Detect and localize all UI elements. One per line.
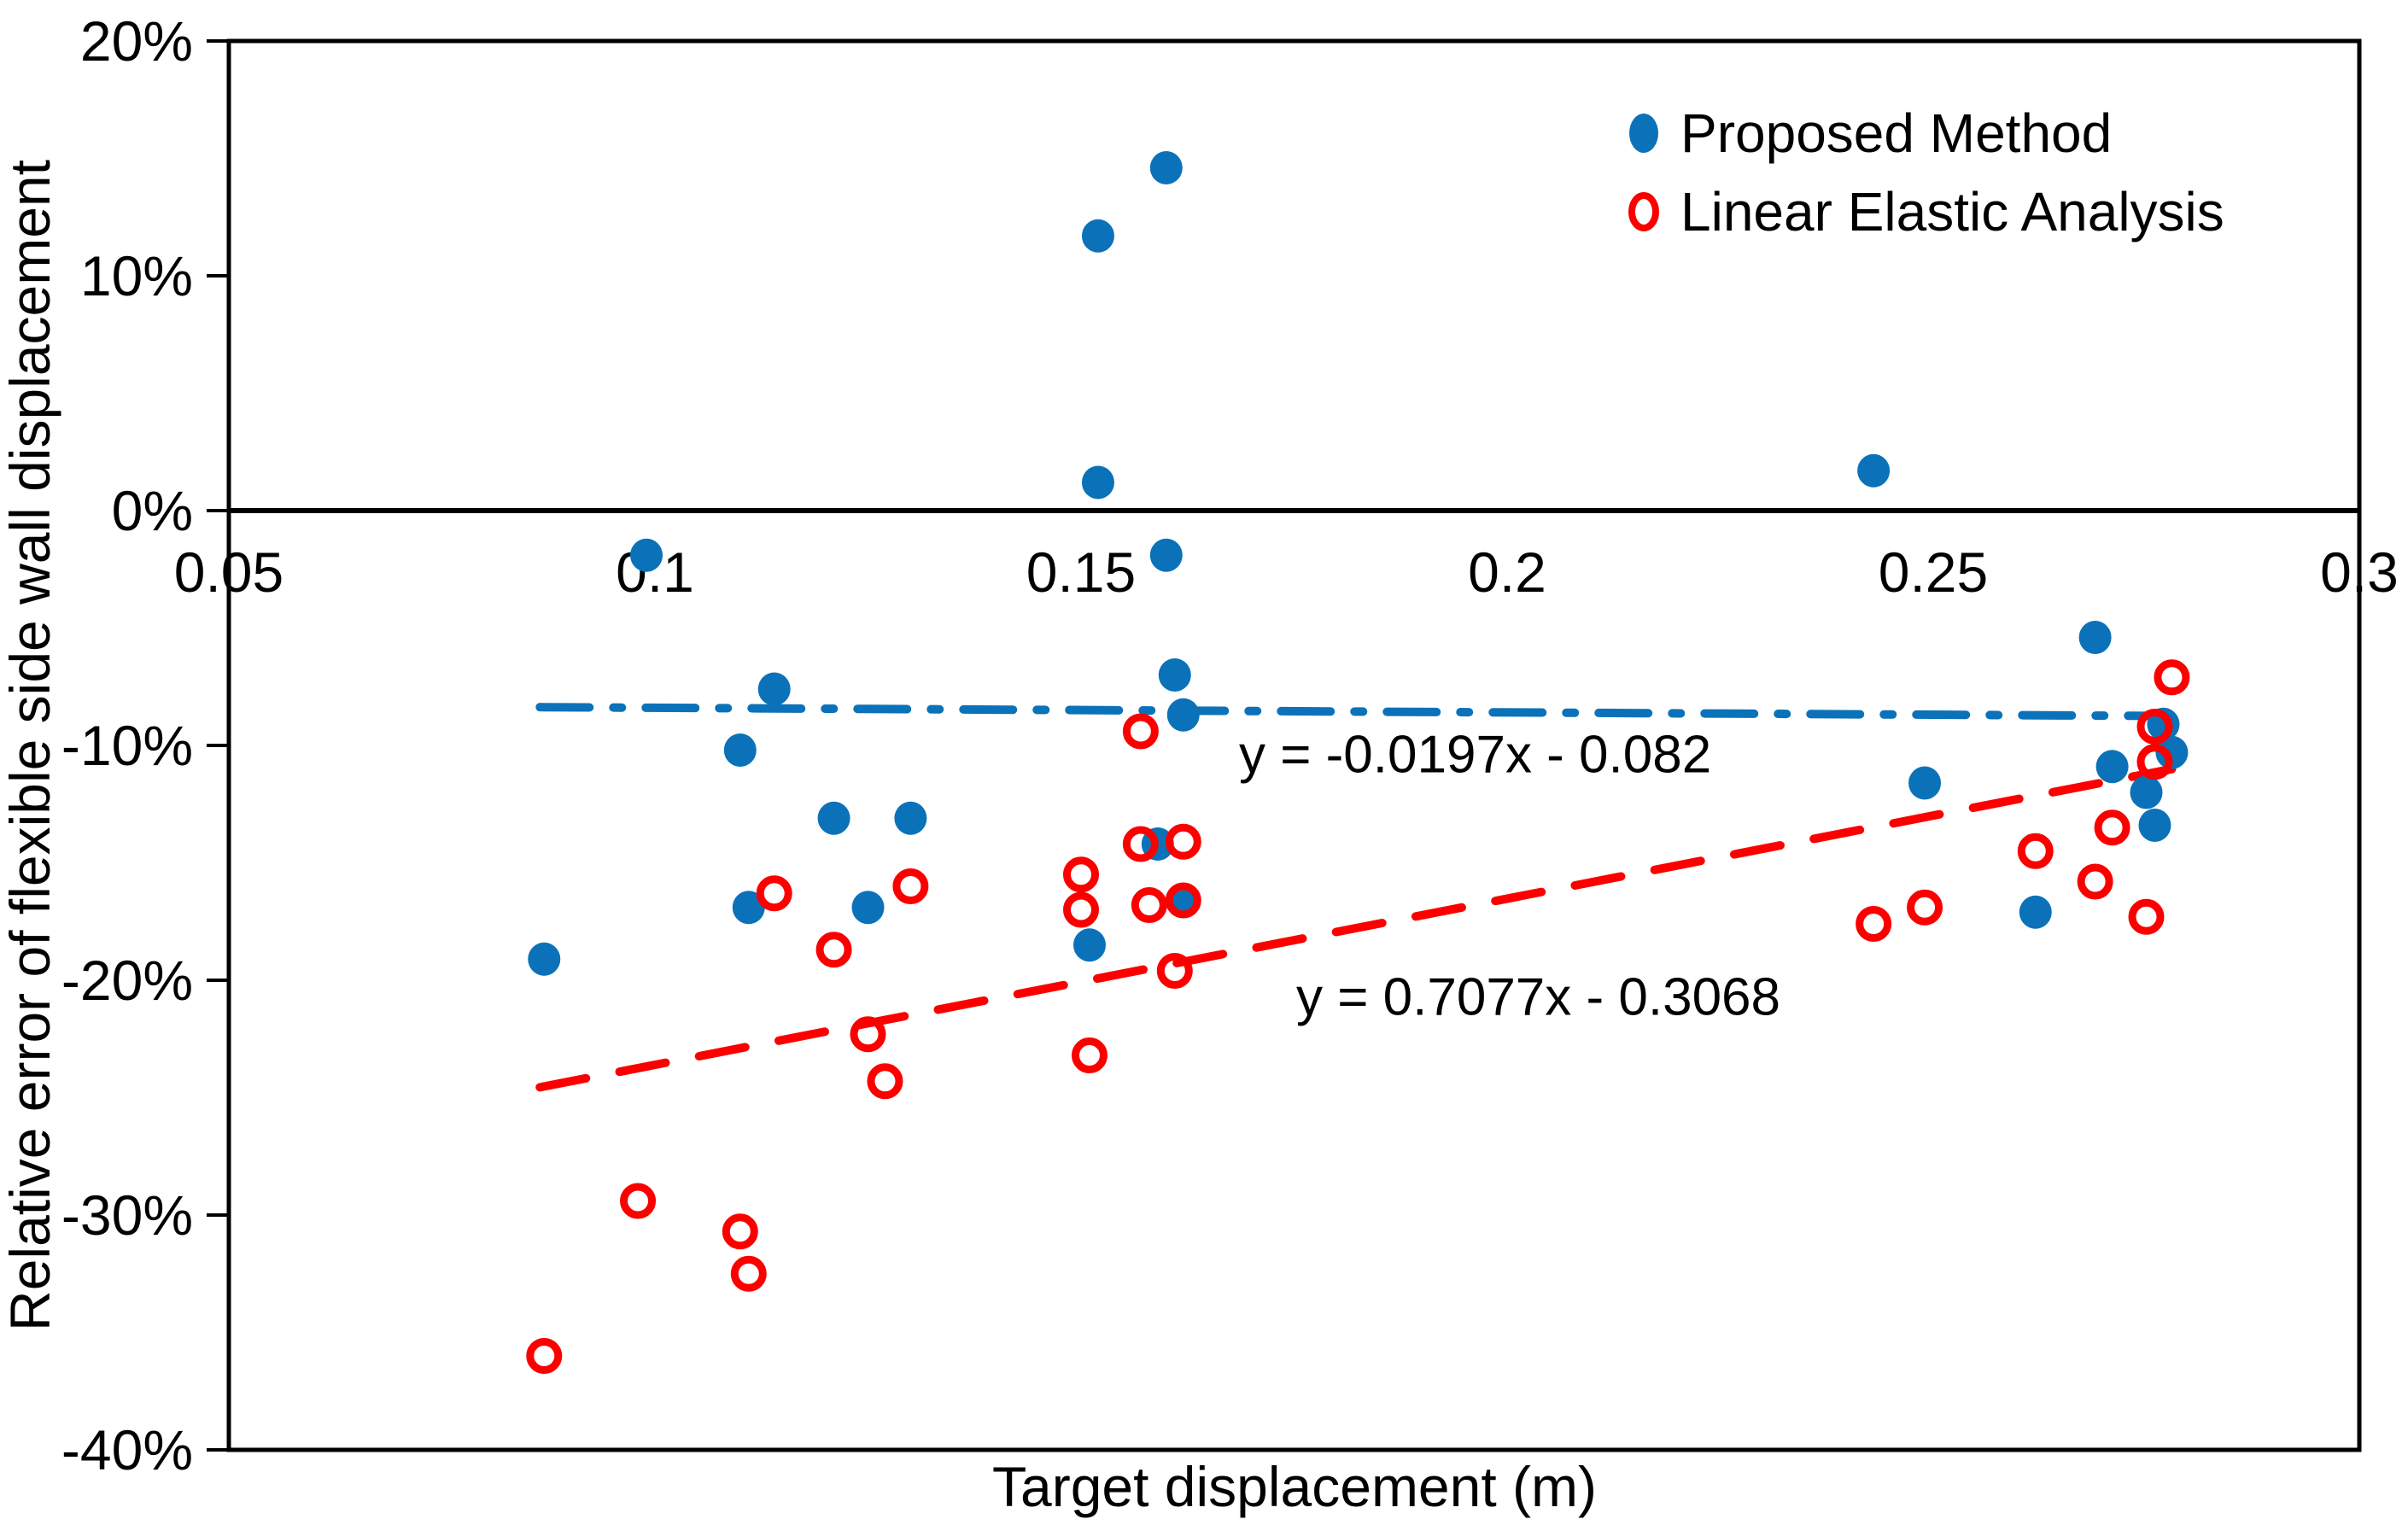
data-point-linear-elastic-analysis [892, 868, 929, 904]
data-point-linear-elastic-analysis [1131, 887, 1167, 923]
legend-item-label: Proposed Method [1680, 102, 2112, 164]
x-tick-label: 0.15 [1026, 540, 1136, 604]
trendline-equation: y = -0.0197x - 0.082 [1239, 726, 1711, 785]
trendline-proposed-method [535, 703, 2172, 721]
y-axis-title: Relative error of flexible side wall dis… [0, 160, 61, 1331]
data-point-linear-elastic-analysis [730, 1255, 767, 1292]
legend-item: Linear Elastic Analysis [1628, 181, 2224, 242]
data-point-proposed-method [1857, 453, 1891, 488]
legend-item-label: Linear Elastic Analysis [1680, 181, 2224, 242]
trendline-equation: y = 0.7077x - 0.3068 [1296, 968, 1780, 1027]
data-point-proposed-method [1149, 151, 1183, 184]
data-point-proposed-method [2078, 621, 2112, 654]
data-point-proposed-method [1158, 658, 1191, 692]
data-point-linear-elastic-analysis [815, 932, 852, 968]
data-point-proposed-method [1908, 766, 1942, 800]
data-point-proposed-method [1081, 219, 1114, 253]
legend: Proposed Method Linear Elastic Analysis [1628, 102, 2224, 242]
data-point-proposed-method [851, 891, 885, 925]
data-point-linear-elastic-analysis [1071, 1037, 1108, 1073]
data-point-linear-elastic-analysis [722, 1213, 758, 1250]
data-point-linear-elastic-analysis [2077, 863, 2113, 900]
data-point-linear-elastic-analysis [620, 1183, 657, 1219]
data-point-linear-elastic-analysis [1165, 823, 1201, 860]
x-tick-label: 0.05 [174, 540, 283, 604]
data-point-linear-elastic-analysis [526, 1338, 563, 1374]
y-tick-label: -30% [61, 1183, 193, 1247]
legend-filled-circle-icon [1629, 114, 1658, 153]
data-point-proposed-method [2095, 750, 2129, 784]
data-point-linear-elastic-analysis [756, 875, 792, 912]
y-tick-label: 20% [80, 9, 193, 73]
x-tick-label: 0.2 [1468, 540, 1546, 604]
data-point-proposed-method [1166, 698, 1200, 732]
data-point-linear-elastic-analysis [2094, 809, 2130, 846]
legend-item: Proposed Method [1629, 102, 2112, 164]
data-point-proposed-method [723, 733, 757, 767]
data-point-linear-elastic-analysis [2136, 709, 2173, 745]
y-tick-label: 0% [112, 479, 193, 542]
data-point-proposed-method [2138, 809, 2171, 842]
data-point-proposed-method [1072, 928, 1106, 962]
x-axis-title: Target displacement (m) [992, 1455, 1597, 1518]
data-point-proposed-method [1081, 465, 1114, 500]
data-point-proposed-method [2155, 735, 2189, 769]
y-tick-label: 10% [80, 244, 193, 307]
data-point-proposed-method [817, 801, 850, 835]
x-tick-label: 0.3 [2320, 540, 2399, 604]
legend-open-circle-icon [1628, 192, 1659, 231]
data-point-linear-elastic-analysis [2017, 833, 2054, 869]
data-point-linear-elastic-analysis [2128, 898, 2165, 935]
data-point-proposed-method [894, 801, 927, 835]
data-point-linear-elastic-analysis [2136, 744, 2173, 780]
data-point-proposed-method [1149, 538, 1183, 572]
y-tick-label: -10% [61, 714, 193, 777]
data-point-linear-elastic-analysis [850, 1016, 886, 1053]
data-point-linear-elastic-analysis [2154, 659, 2190, 696]
data-point-linear-elastic-analysis [1156, 953, 1193, 989]
chart-content: 20%10%0%-10%-20%-30%-40%0.05 0.1 0.15 0.2 0.… [61, 9, 2399, 1481]
data-point-proposed-method [2130, 775, 2163, 809]
data-point-linear-elastic-analysis [1122, 826, 1159, 862]
y-tick-label: -20% [61, 949, 193, 1012]
data-point-proposed-method [528, 942, 561, 976]
data-point-linear-elastic-analysis [1063, 891, 1099, 928]
data-point-linear-elastic-analysis [1907, 889, 1943, 926]
data-point-proposed-method [630, 538, 663, 572]
trendline-linear-elastic-analysis [535, 764, 2177, 1092]
data-point-proposed-method [732, 891, 765, 925]
data-point-linear-elastic-analysis [867, 1063, 903, 1100]
data-point-linear-elastic-analysis [1063, 856, 1099, 893]
data-point-linear-elastic-analysis [1165, 882, 1201, 919]
data-point-proposed-method [2019, 895, 2052, 929]
data-point-linear-elastic-analysis [1122, 713, 1159, 750]
data-point-linear-elastic-analysis [1856, 906, 1892, 942]
data-point-proposed-method [757, 672, 791, 706]
x-tick-label: 0.25 [1879, 540, 1988, 604]
y-tick-label: -40% [61, 1418, 193, 1481]
